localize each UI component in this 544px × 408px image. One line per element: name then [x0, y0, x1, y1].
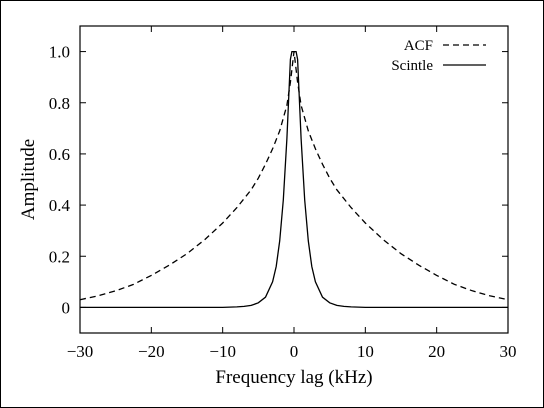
x-tick-label: −10 — [209, 342, 236, 361]
x-tick-label: 20 — [428, 342, 445, 361]
x-tick-label: −30 — [67, 342, 94, 361]
x-tick-label: 0 — [290, 342, 299, 361]
legend-label-scintle: Scintle — [391, 58, 433, 74]
x-axis-label: Frequency lag (kHz) — [215, 367, 372, 388]
y-tick-label: 1.0 — [49, 43, 70, 62]
legend-label-acf: ACF — [404, 38, 433, 54]
x-tick-label: 30 — [500, 342, 517, 361]
y-tick-label: 0.6 — [49, 145, 70, 164]
y-tick-label: 0.2 — [49, 247, 70, 266]
x-tick-label: −20 — [138, 342, 165, 361]
y-axis: 0 0.2 0.4 0.6 0.8 1.0 — [49, 43, 508, 317]
y-tick-label: 0.8 — [49, 94, 70, 113]
x-axis: −30 −20 −10 0 10 20 30 — [67, 26, 517, 361]
legend: ACF Scintle — [391, 38, 486, 74]
plot-area — [79, 25, 509, 334]
y-tick-label: 0.4 — [49, 196, 71, 215]
y-axis-label: Amplitude — [18, 139, 39, 220]
series-line-acf — [79, 51, 509, 301]
series-line-scintle — [80, 50, 508, 309]
y-tick-label: 0 — [62, 298, 71, 317]
series-layer — [79, 50, 509, 309]
x-tick-label: 10 — [357, 342, 374, 361]
